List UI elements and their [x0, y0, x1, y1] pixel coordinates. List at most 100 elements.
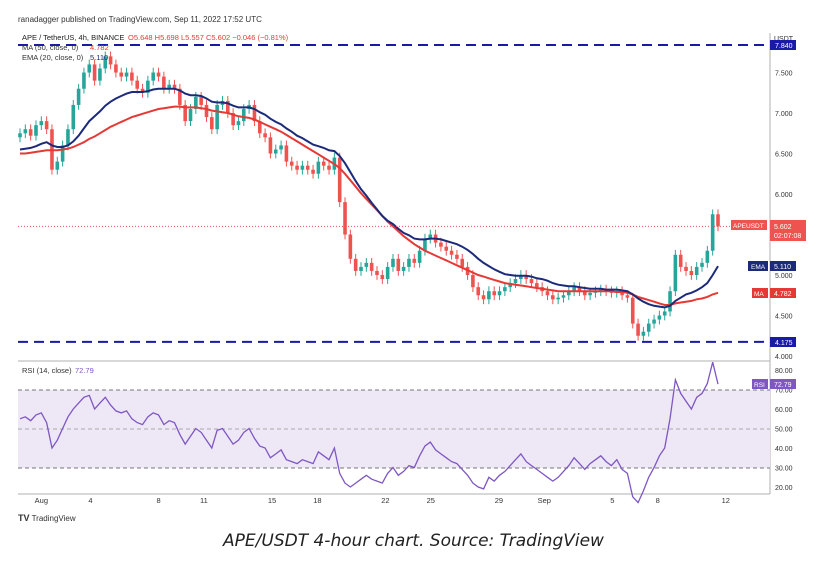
candle-body — [646, 323, 651, 332]
candle-body — [215, 104, 219, 130]
price-tick-label: 7.000 — [775, 111, 793, 118]
candle-body — [231, 113, 235, 126]
candle-body — [636, 323, 640, 336]
lower-level-tag: 4.175 — [770, 337, 796, 347]
candle-body — [359, 266, 363, 271]
date-tick-label: 5 — [610, 496, 614, 505]
date-tick-label: 8 — [656, 496, 660, 505]
candle-body — [18, 133, 22, 138]
candle-body — [55, 161, 60, 170]
candle-body — [364, 262, 369, 267]
candle-body — [369, 262, 374, 271]
svg-text:7.840: 7.840 — [775, 43, 793, 50]
rsi-tag: RSI 72.79 — [752, 379, 796, 389]
legend: APE / TetherUS, 4h, BINANCE O5.648 H5.69… — [22, 33, 289, 375]
candle-body — [529, 279, 534, 284]
svg-text:72.79: 72.79 — [774, 382, 792, 389]
candle-body — [268, 137, 273, 154]
candle-body — [34, 125, 38, 136]
candle-body — [353, 258, 358, 271]
candle-body — [401, 266, 406, 271]
candle-body — [694, 266, 699, 276]
legend-ma-value: 4.782 — [90, 43, 109, 52]
legend-symbol: APE / TetherUS, 4h, BINANCE — [22, 33, 124, 42]
date-tick-label: Aug — [35, 496, 48, 505]
candle-body — [82, 72, 86, 89]
date-tick-label: 25 — [427, 496, 435, 505]
candle-body — [700, 262, 704, 267]
ema-tag: EMA 5.110 — [748, 261, 796, 271]
rsi-tick-label: 80.00 — [775, 368, 793, 375]
candle-body — [156, 72, 161, 77]
candle-body — [39, 121, 44, 126]
date-tick-label: 12 — [722, 496, 730, 505]
candle-body — [92, 64, 97, 81]
rsi-tick-label: 20.00 — [775, 485, 793, 492]
candle-body — [199, 96, 203, 105]
candle-body — [289, 161, 294, 166]
candle-body — [513, 279, 518, 284]
candle-body — [28, 129, 33, 136]
candle-body — [60, 145, 65, 162]
candle-body — [305, 165, 310, 170]
candle-body — [572, 287, 576, 292]
candle-body — [279, 145, 283, 150]
rsi-tick-label: 30.00 — [775, 466, 793, 473]
candle-body — [87, 64, 92, 73]
candle-body — [124, 72, 129, 77]
legend-rsi-label: RSI (14, close) — [22, 366, 72, 375]
candle-body — [236, 121, 241, 126]
candles — [18, 51, 720, 341]
candle-body — [524, 275, 528, 280]
candle-body — [577, 287, 582, 292]
tv-logo-text: TradingView — [31, 514, 76, 523]
ma50-line — [20, 105, 719, 306]
candle-body — [444, 246, 449, 251]
candle-body — [183, 104, 187, 122]
date-tick-label: Sep — [538, 496, 551, 505]
candle-body — [103, 56, 108, 69]
ema20-line — [19, 87, 719, 309]
candle-body — [662, 311, 667, 316]
price-tick-label: 6.000 — [775, 192, 793, 199]
candle-body — [327, 165, 331, 170]
price-tick-label: 4.000 — [775, 354, 793, 361]
candle-body — [263, 133, 267, 138]
candle-body — [561, 295, 566, 298]
candle-body — [343, 202, 347, 235]
date-tick-label: 15 — [268, 496, 276, 505]
candle-body — [556, 297, 560, 300]
svg-text:4.175: 4.175 — [775, 340, 793, 347]
svg-text:4.782: 4.782 — [774, 291, 792, 298]
candle-body — [295, 165, 299, 170]
rsi-tick-label: 70.00 — [775, 388, 793, 395]
candle-body — [172, 84, 177, 89]
candle-body — [673, 254, 678, 292]
candle-body — [252, 104, 257, 122]
candle-body — [98, 68, 102, 81]
candle-body — [487, 291, 491, 300]
last-price-tag: APEUSDT 5.602 02:07:08 — [731, 220, 806, 241]
candle-body — [407, 258, 411, 267]
candle-body — [535, 283, 539, 288]
candle-body — [630, 297, 635, 324]
price-tick-label: 4.500 — [775, 314, 793, 321]
candle-body — [492, 291, 497, 296]
date-tick-label: 18 — [313, 496, 321, 505]
candle-body — [44, 121, 49, 130]
candle-body — [508, 283, 512, 288]
price-pane — [18, 33, 770, 359]
candle-body — [460, 258, 465, 267]
candle-body — [716, 214, 720, 227]
candle-body — [710, 214, 715, 251]
svg-text:RSI: RSI — [754, 382, 765, 389]
candle-body — [567, 291, 571, 296]
candle-body — [503, 287, 507, 292]
svg-text:EMA: EMA — [751, 264, 766, 271]
legend-ohlc: O5.648 H5.698 L5.557 C5.602 −0.046 (−0.8… — [128, 33, 289, 42]
rsi-tick-label: 40.00 — [775, 446, 793, 453]
svg-text:5.110: 5.110 — [774, 264, 791, 271]
candle-body — [588, 292, 592, 296]
